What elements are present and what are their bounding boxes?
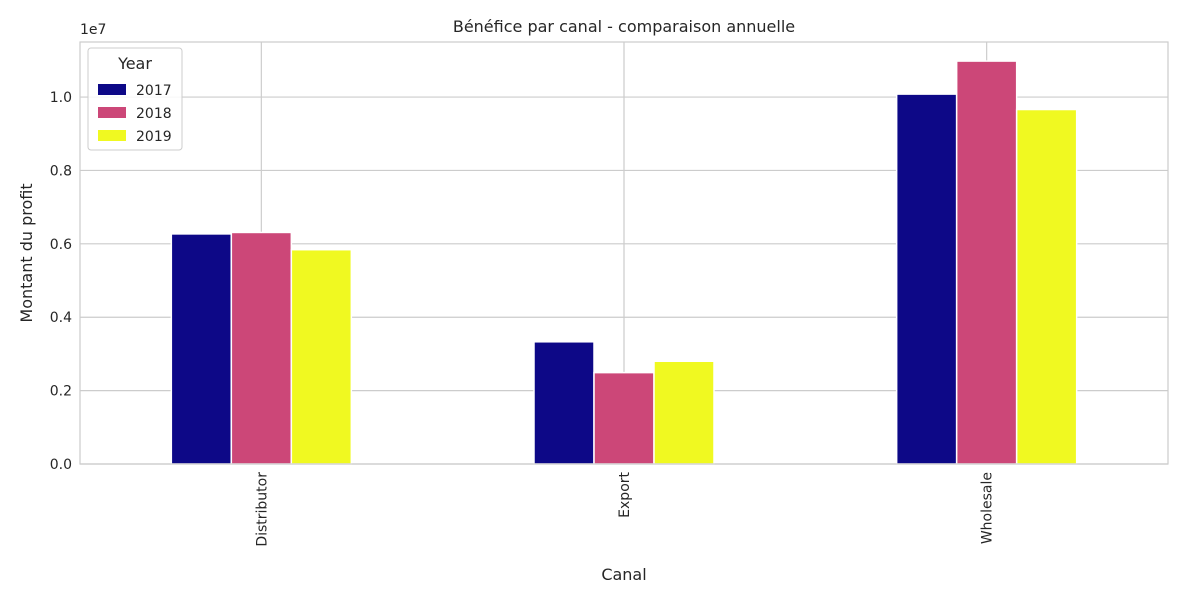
legend-title: Year — [117, 54, 152, 73]
x-tick-label: Wholesale — [980, 472, 996, 544]
legend-box — [87, 47, 183, 151]
y-tick-label: 1.0 — [50, 90, 72, 106]
x-axis-title: Canal — [601, 565, 646, 584]
y-tick-labels: 0.0 0.2 0.4 0.6 0.8 1.0 — [50, 90, 72, 473]
legend-swatch-2019 — [98, 130, 126, 141]
legend: Year 2017 2018 2019 — [87, 47, 183, 151]
bar-2018-wholesale — [955, 60, 1018, 465]
bar-2019-export — [653, 360, 715, 465]
bar-2017-export — [533, 341, 595, 465]
y-axis-title: Montant du profit — [17, 183, 36, 322]
bar-2018-distributor — [230, 231, 293, 465]
legend-swatch-2018 — [98, 107, 126, 118]
plot-frame — [79, 41, 1169, 465]
chart-title: Bénéfice par canal - comparaison annuell… — [453, 17, 795, 36]
legend-label-2017: 2017 — [136, 83, 172, 99]
bar-2017-distributor — [170, 233, 233, 465]
x-tick-label: Export — [617, 471, 633, 517]
legend-items: 2017 2018 2019 — [98, 83, 172, 145]
y-tick-label: 0.4 — [50, 310, 72, 326]
y-tick-label: 0.2 — [50, 384, 72, 400]
bar-2017-wholesale — [895, 93, 958, 465]
x-tick-label: Distributor — [254, 472, 270, 547]
y-axis-scale-label: 1e7 — [80, 22, 106, 38]
legend-label-2018: 2018 — [136, 106, 172, 122]
bars — [170, 60, 1078, 465]
y-tick-label: 0.0 — [50, 457, 72, 473]
legend-label-2019: 2019 — [136, 129, 172, 145]
y-tick-label: 0.6 — [50, 237, 72, 253]
bar-2019-wholesale — [1015, 108, 1078, 465]
bar-2019-distributor — [290, 248, 353, 465]
bar-2018-export — [593, 371, 655, 465]
x-tick-labels: Distributor Export Wholesale — [254, 471, 995, 546]
y-tick-label: 0.8 — [50, 163, 72, 179]
legend-swatch-2017 — [98, 84, 126, 95]
